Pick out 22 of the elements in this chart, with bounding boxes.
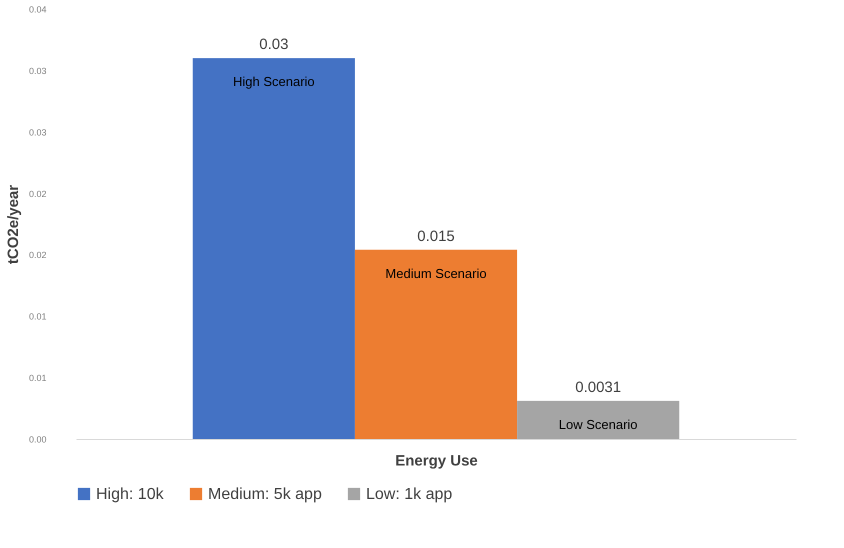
legend-label: High: 10k xyxy=(96,486,165,503)
annotation: High Scenario xyxy=(233,74,315,90)
legend-label: Low: 1k app xyxy=(366,486,452,503)
y-tick-label: 0.03 xyxy=(28,66,46,76)
y-tick-label: 0.01 xyxy=(28,312,46,322)
bar xyxy=(354,250,518,439)
y-tick-label: 0.01 xyxy=(28,373,46,384)
legend-label: Medium: 5k app xyxy=(208,486,322,503)
annotation: Medium Scenario xyxy=(385,266,487,281)
y-tick-label: 0.02 xyxy=(28,188,46,199)
data-label: 0.03 xyxy=(259,36,288,54)
annotation: Low Scenario xyxy=(558,416,638,432)
bar xyxy=(192,58,355,439)
y-tick-label: 0.04 xyxy=(28,4,46,14)
y-axis-title: tCO2e/year xyxy=(4,184,22,264)
x-axis-title: Energy Use xyxy=(395,452,478,470)
y-tick-label: 0.02 xyxy=(28,250,46,260)
data-label: 0.015 xyxy=(417,228,455,245)
y-tick-label: 0.00 xyxy=(28,434,46,444)
y-tick-label: 0.03 xyxy=(28,127,46,138)
data-label: 0.0031 xyxy=(575,378,622,396)
bar xyxy=(517,400,680,439)
